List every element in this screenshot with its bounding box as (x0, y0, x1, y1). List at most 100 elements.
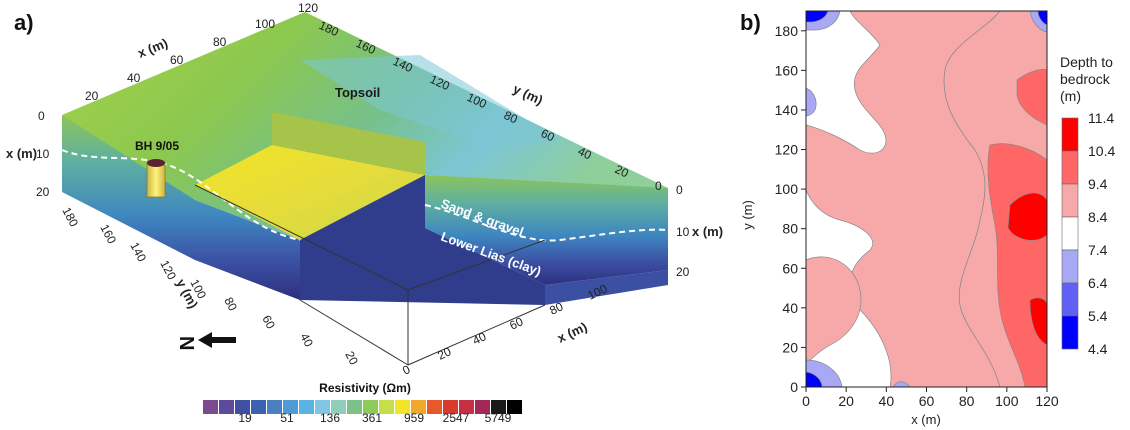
panel-a-label: a) (14, 10, 34, 35)
legend-label: 4.4 (1088, 341, 1108, 357)
depth-contour-fills (805, 10, 1048, 388)
colorbar-swatch (443, 400, 458, 414)
colorbar-title: Resistivity (Ωm) (319, 381, 411, 395)
block-front-face-middle (300, 175, 545, 305)
y-tick-label: 160 (775, 62, 799, 78)
tick-label: 20 (36, 185, 50, 199)
y-axis-ticks: 0 20 40 60 80 100 120 140 160 180 (775, 23, 806, 395)
colorbar-tick: 19 (238, 411, 252, 425)
borehole-label: BH 9/05 (135, 139, 179, 153)
x-axis-label: x (m) (911, 412, 941, 427)
axis-label: y (m) (511, 81, 545, 108)
x-tick-label: 40 (879, 393, 895, 409)
axis-label: x (m) (6, 146, 37, 161)
x-tick-label: 120 (1035, 393, 1059, 409)
colorbar-swatch (459, 400, 474, 414)
depth-map-plot: 0 20 40 60 80 100 120 0 20 40 60 80 100 120 140 160 180… (740, 10, 1059, 427)
legend-label: 5.4 (1088, 308, 1108, 324)
axis-depth-left: 0 10 20 x (m) (6, 109, 50, 199)
colorbar-swatch (251, 400, 266, 414)
colorbar-tick: 2547 (443, 411, 470, 425)
tick-label: 40 (297, 331, 316, 350)
tick-label: 0 (655, 179, 662, 193)
north-arrow: N (175, 332, 236, 350)
colorbar-swatch (267, 400, 282, 414)
legend-swatch (1061, 315, 1079, 350)
colorbar-swatch (507, 400, 522, 414)
y-tick-label: 60 (782, 260, 798, 276)
tick-label: 180 (59, 205, 81, 230)
tick-label: 80 (221, 295, 240, 314)
tick-label: 10 (36, 147, 50, 161)
colorbar-swatch (331, 400, 346, 414)
y-axis-label: y (m) (740, 200, 755, 230)
tick-label: 0 (400, 362, 412, 378)
legend-swatches: 11.4 10.4 9.4 8.4 7.4 6.4 5.4 4.4 (1061, 110, 1115, 357)
tick-label: 60 (539, 126, 557, 144)
legend-swatch (1061, 117, 1079, 152)
tick-label: 120 (298, 1, 318, 15)
removed-section-wireframe (194, 184, 546, 366)
tick-label: 80 (213, 35, 227, 49)
panel-b-label: b) (740, 10, 761, 35)
tick-label: 40 (127, 71, 141, 85)
block-right-end-face (545, 270, 668, 305)
tick-label: 80 (502, 108, 520, 126)
tick-label: 20 (435, 344, 453, 362)
tick-label: 60 (259, 313, 278, 332)
x-tick-label: 60 (919, 393, 935, 409)
tick-label: 0 (38, 109, 45, 123)
y-tick-label: 80 (782, 221, 798, 237)
legend-title-line: Depth to (1060, 54, 1113, 70)
legend-label: 8.4 (1088, 209, 1108, 225)
legend-label: 11.4 (1088, 110, 1114, 126)
x-axis-ticks: 0 20 40 60 80 100 120 (802, 387, 1059, 409)
legend-label: 7.4 (1088, 242, 1108, 258)
borehole-bh905 (146, 159, 166, 198)
y-tick-label: 0 (790, 379, 798, 395)
tick-label: 140 (127, 240, 149, 265)
block-left-face (62, 115, 300, 300)
topsoil-label: Topsoil (335, 85, 380, 100)
axis-label: x (m) (136, 35, 170, 61)
depth-legend: Depth to bedrock (m) 11.4 10.4 9.4 8.4 7.4 6.… (1060, 54, 1115, 357)
colorbar-swatches (203, 400, 522, 414)
panel-a: a) (6, 1, 723, 425)
colorbar-swatch (347, 400, 362, 414)
y-tick-label: 100 (775, 181, 799, 197)
tick-label: 20 (342, 349, 361, 368)
contour-blue-left (805, 87, 817, 117)
tick-label: 20 (85, 89, 99, 103)
legend-swatch (1061, 150, 1079, 185)
y-tick-label: 40 (782, 300, 798, 316)
resistivity-colorbar: Resistivity (Ωm) 19 51 136 361 959 2547 … (203, 381, 522, 425)
tick-label: 60 (170, 53, 184, 67)
legend-swatch (1061, 249, 1079, 284)
tick-label: 40 (576, 144, 594, 162)
colorbar-tick: 5749 (485, 411, 512, 425)
x-tick-label: 100 (995, 393, 1019, 409)
legend-label: 9.4 (1088, 176, 1108, 192)
x-tick-label: 80 (959, 393, 975, 409)
block-cut-floor (195, 145, 425, 240)
legend-swatch (1061, 216, 1079, 251)
x-tick-label: 20 (838, 393, 854, 409)
colorbar-tick: 361 (362, 411, 382, 425)
tick-label: 100 (255, 17, 275, 31)
block-right-face-lower (425, 175, 668, 285)
colorbar-tick: 959 (404, 411, 424, 425)
legend-label: 6.4 (1088, 275, 1108, 291)
tick-label: 160 (97, 222, 119, 247)
legend-title-line: (m) (1060, 88, 1081, 104)
axis-label: x (m) (692, 224, 723, 239)
y-tick-label: 180 (775, 23, 799, 39)
contour-9.4-left-lobe (805, 256, 862, 366)
y-tick-label: 20 (782, 339, 798, 355)
colorbar-swatch (379, 400, 394, 414)
colorbar-swatch (235, 400, 250, 414)
colorbar-swatch (395, 400, 410, 414)
bedrock-boundary-left (61, 149, 301, 241)
block-cut-back-wall (272, 112, 425, 175)
legend-title-line: bedrock (1060, 71, 1111, 87)
